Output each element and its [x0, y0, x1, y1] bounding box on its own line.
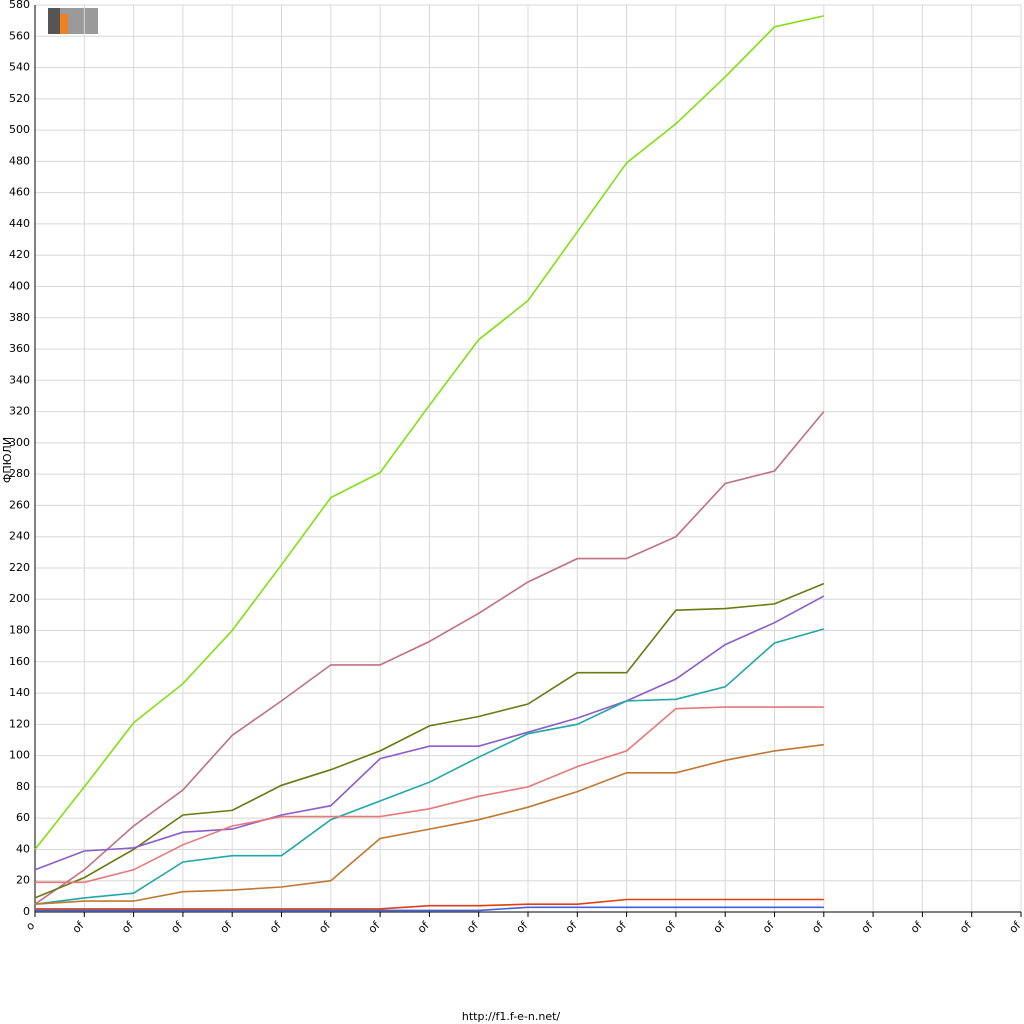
x-tick-label: of: [1007, 918, 1024, 935]
x-tick-label: of: [168, 918, 185, 935]
y-tick-label: 300: [9, 436, 30, 449]
series-line: [35, 706, 824, 884]
series-line: [34, 743, 824, 905]
logo: [48, 8, 98, 34]
x-tick-label: of: [267, 918, 284, 935]
series-line: [34, 411, 825, 905]
x-tick-label: of: [415, 918, 432, 935]
y-tick-label: 260: [9, 498, 30, 511]
y-tick-label: 200: [9, 592, 30, 605]
x-tick-label: of: [711, 918, 728, 935]
x-tick-label: of: [908, 918, 925, 935]
y-tick-label: 140: [9, 686, 30, 699]
x-tick-label: of: [957, 918, 974, 935]
y-tick-label: 180: [9, 624, 30, 637]
y-tick-label: 540: [9, 61, 30, 74]
x-tick-label: of: [218, 918, 235, 935]
y-tick-label: 420: [9, 248, 30, 261]
x-tick-label: of: [514, 918, 531, 935]
y-tick-label: 560: [9, 29, 30, 42]
y-tick-label: 340: [9, 373, 30, 386]
series-line: [35, 898, 824, 910]
y-tick-label: 220: [9, 561, 30, 574]
y-tick-label: 240: [9, 530, 30, 543]
x-tick-label: of: [119, 918, 136, 935]
series-line: [34, 595, 825, 871]
y-tick-label: 480: [9, 154, 30, 167]
footer: http://f1.f-e-n.net/: [462, 1010, 561, 1023]
y-tick-label: 400: [9, 279, 30, 292]
y-tick-label: 40: [16, 842, 30, 855]
x-tick-label: o: [23, 919, 37, 933]
y-tick-label: 380: [9, 311, 30, 324]
series-line: [34, 582, 825, 899]
logo-mark: [48, 8, 60, 34]
series-line: [34, 15, 824, 850]
y-tick-label: 440: [9, 217, 30, 230]
y-axis-label: ФПЮЛИ: [1, 437, 14, 483]
x-tick-label: of: [563, 918, 580, 935]
y-tick-label: 460: [9, 186, 30, 199]
x-tick-label: of: [760, 918, 777, 935]
y-tick-label: 320: [9, 405, 30, 418]
y-tick-label: 280: [9, 467, 30, 480]
y-tick-label: 500: [9, 123, 30, 136]
logo-mark: [58, 14, 68, 34]
y-tick-label: 120: [9, 717, 30, 730]
x-tick-label: of: [464, 918, 481, 935]
x-tick-label: of: [661, 918, 678, 935]
series-line: [35, 906, 824, 912]
x-tick-label: of: [316, 918, 333, 935]
y-tick-label: 360: [9, 342, 30, 355]
x-tick-label: of: [70, 918, 87, 935]
x-tick-label: of: [612, 918, 629, 935]
y-tick-label: 520: [9, 92, 30, 105]
y-tick-label: 160: [9, 655, 30, 668]
y-tick-label: 60: [16, 811, 30, 824]
x-tick-label: of: [809, 918, 826, 935]
x-tick-label: of: [859, 918, 876, 935]
x-tick-label: of: [366, 918, 383, 935]
y-tick-label: 0: [23, 905, 30, 918]
y-tick-label: 100: [9, 749, 30, 762]
y-tick-label: 80: [16, 780, 30, 793]
y-tick-label: 20: [16, 874, 30, 887]
y-tick-label: 580: [9, 0, 30, 11]
series-line: [34, 628, 825, 905]
